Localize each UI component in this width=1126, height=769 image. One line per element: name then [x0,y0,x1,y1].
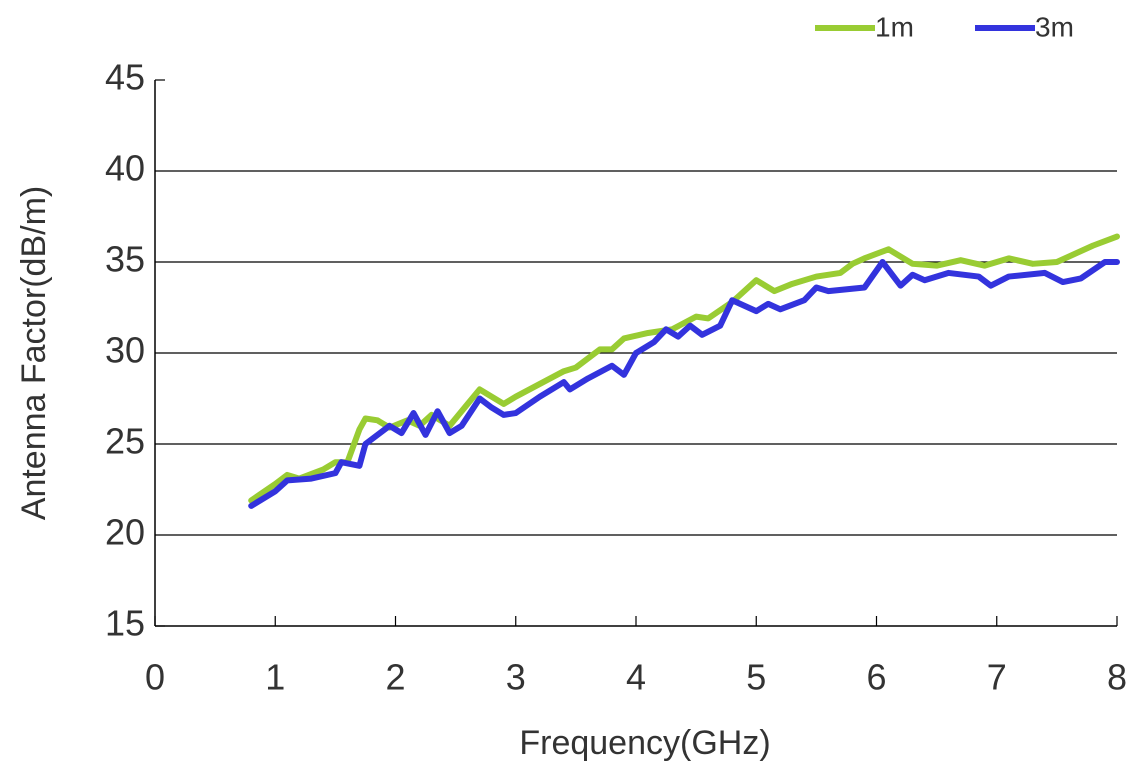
y-axis-title: Antenna Factor(dB/m) [15,186,53,520]
x-tick-label: 6 [866,657,886,698]
x-tick-label: 4 [626,657,646,698]
y-tick-label: 15 [105,603,145,644]
y-tick-label: 30 [105,330,145,371]
y-tick-label: 35 [105,239,145,280]
x-tick-label: 7 [987,657,1007,698]
x-tick-label: 5 [746,657,766,698]
x-tick-label: 3 [506,657,526,698]
series-line [248,259,1120,509]
y-tick-label: 45 [105,57,145,98]
y-tick-label: 40 [105,148,145,189]
x-tick-label: 0 [145,657,165,698]
x-axis-title: Frequency(GHz) [519,724,770,762]
legend-label: 3m [1035,11,1074,42]
y-tick-label: 20 [105,512,145,553]
x-tick-label: 2 [385,657,405,698]
x-tick-label: 8 [1107,657,1126,698]
x-tick-label: 1 [265,657,285,698]
y-tick-label: 25 [105,421,145,462]
series-line [248,233,1120,504]
legend-label: 1m [875,11,914,42]
